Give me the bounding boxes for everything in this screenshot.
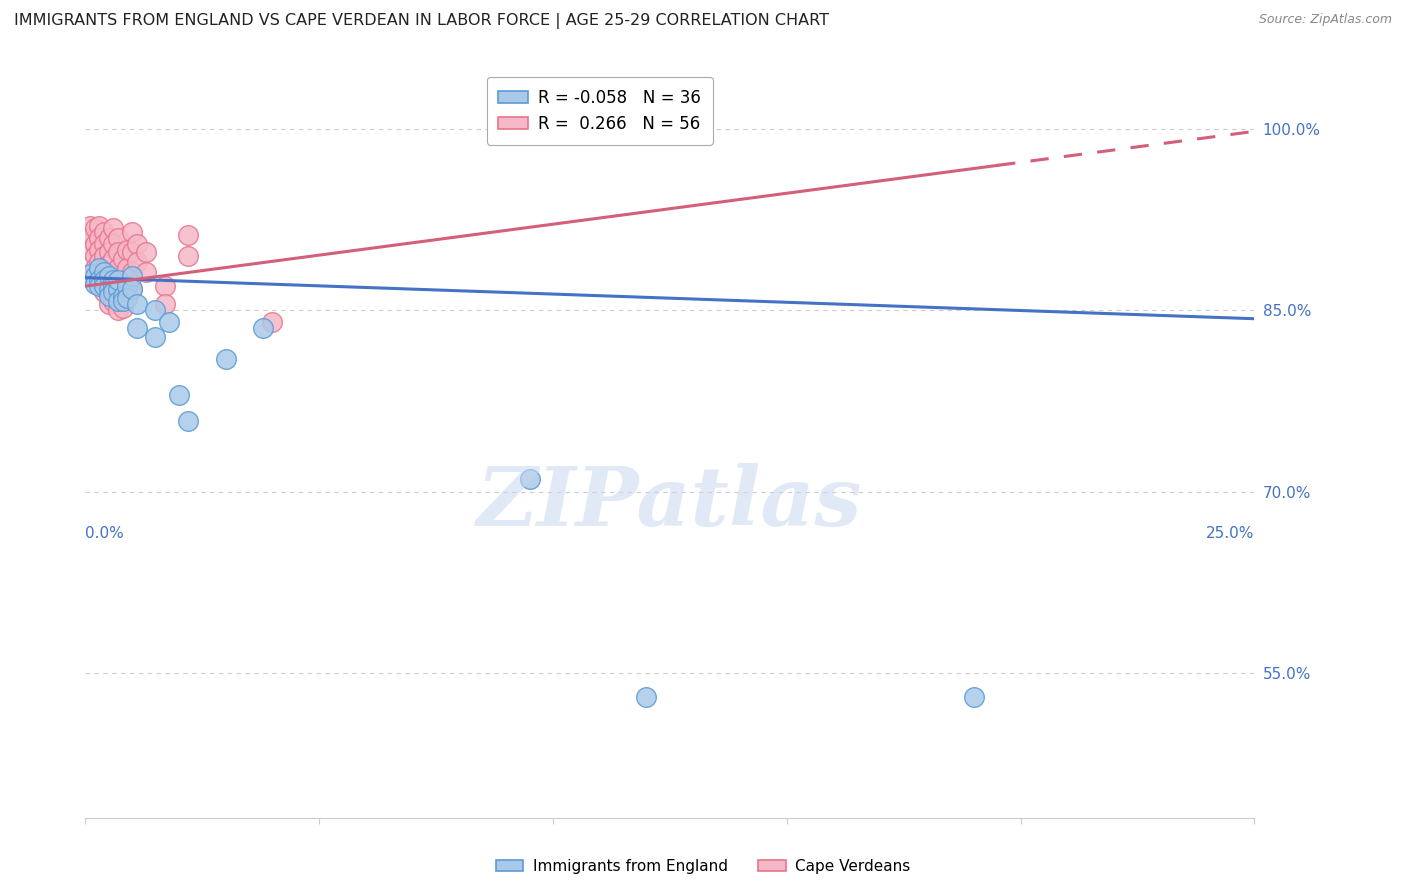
Text: 0.0%: 0.0% [86,525,124,541]
Point [121,269,143,284]
Point [214,351,236,366]
Point [79,267,101,281]
Point [111,301,134,315]
Point [89,243,111,257]
Point [135,264,157,278]
Text: 25.0%: 25.0% [1206,525,1254,541]
Point [111,285,134,300]
Point [117,243,139,257]
Point [97,289,120,303]
Point [103,279,125,293]
Point [97,269,120,284]
Point [107,245,129,260]
Point [79,243,101,257]
Point [107,231,129,245]
Point [97,297,120,311]
Text: Source: ZipAtlas.com: Source: ZipAtlas.com [1258,13,1392,27]
Point [262,315,284,329]
Point [103,279,125,293]
Point [107,260,129,275]
Point [93,249,115,263]
Point [111,269,134,284]
Point [107,273,129,287]
Point [117,291,139,305]
Point [117,279,139,293]
Point [159,315,181,329]
Point [117,279,139,293]
Text: IMMIGRANTS FROM ENGLAND VS CAPE VERDEAN IN LABOR FORCE | AGE 25-29 CORRELATION C: IMMIGRANTS FROM ENGLAND VS CAPE VERDEAN … [14,13,830,29]
Point [111,252,134,267]
Point [103,285,125,300]
Point [145,303,167,318]
Point [135,245,157,260]
Point [83,221,105,235]
Point [177,249,200,263]
Point [97,281,120,295]
Point [83,277,105,291]
Point [145,330,167,344]
Point [103,252,125,267]
Point [167,388,190,402]
Point [93,273,115,287]
Point [125,321,148,335]
Point [103,236,125,251]
Point [83,260,105,275]
Point [125,236,148,251]
Point [153,279,176,293]
Point [121,281,143,295]
Point [97,281,120,295]
Point [89,273,111,287]
Point [177,414,200,428]
Point [121,245,143,260]
Point [125,297,148,311]
Point [93,279,115,293]
Point [79,219,101,233]
Point [111,289,134,303]
Point [103,221,125,235]
Point [93,225,115,239]
Point [103,264,125,278]
Point [963,690,986,704]
Point [89,231,111,245]
Point [83,249,105,263]
Point [636,690,658,704]
Point [97,269,120,284]
Point [97,245,120,260]
Point [83,236,105,251]
Point [89,219,111,233]
Point [153,297,176,311]
Legend: R = -0.058   N = 36, R =  0.266   N = 56: R = -0.058 N = 36, R = 0.266 N = 56 [486,77,713,145]
Point [121,264,143,278]
Point [83,269,105,284]
Point [93,273,115,287]
Point [89,279,111,293]
Legend: Immigrants from England, Cape Verdeans: Immigrants from England, Cape Verdeans [489,853,917,880]
Point [79,231,101,245]
Point [107,277,129,291]
Point [103,293,125,308]
Point [107,293,129,308]
Point [117,260,139,275]
Text: ZIPatlas: ZIPatlas [477,463,863,543]
Point [125,255,148,269]
Point [97,257,120,271]
Point [121,225,143,239]
Point [89,260,111,275]
Point [107,303,129,318]
Point [177,228,200,243]
Point [111,293,134,308]
Point [93,236,115,251]
Point [107,281,129,295]
Point [93,285,115,300]
Point [103,273,125,287]
Point [93,264,115,278]
Point [121,281,143,295]
Point [89,273,111,287]
Point [93,260,115,275]
Point [252,321,274,335]
Point [107,289,129,303]
Point [97,231,120,245]
Point [89,255,111,269]
Point [519,473,541,487]
